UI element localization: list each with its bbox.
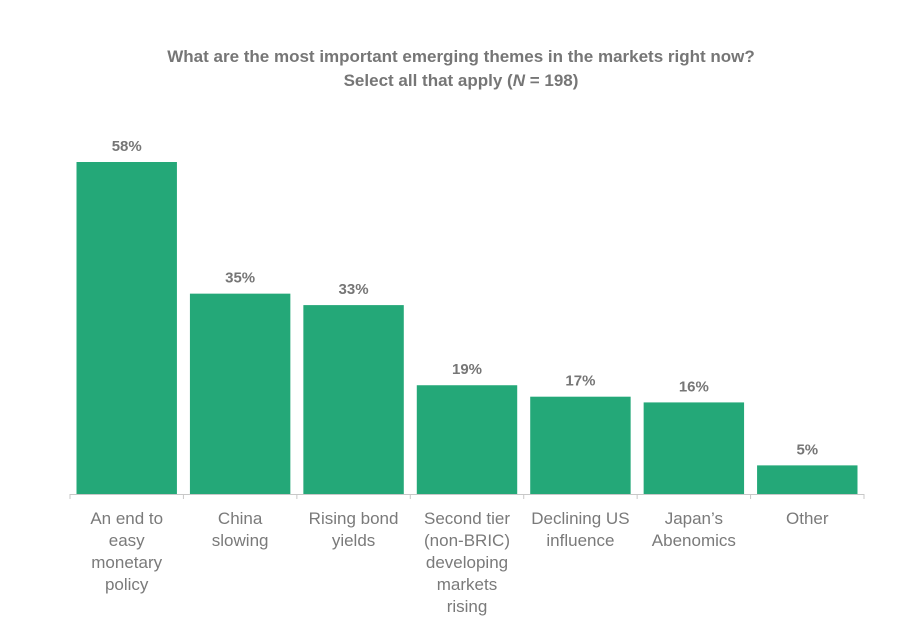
category-label-0: An end to easy monetary policy: [71, 508, 183, 596]
category-label-5: Japan’s Abenomics: [638, 508, 750, 552]
category-label-line: Japan’s: [664, 509, 723, 528]
category-label-line: policy: [104, 575, 149, 594]
category-label-line: Rising bond: [308, 509, 399, 528]
category-label-line: markets: [436, 575, 498, 594]
category-label-3: Second tier (non-BRIC) developing markets ri…: [411, 508, 523, 618]
bar-0: [76, 162, 177, 494]
category-label-line: Second tier: [424, 509, 510, 528]
value-label-0: 58%: [112, 138, 142, 155]
category-label-4: Declining US influence: [524, 508, 636, 552]
value-label-3: 19%: [452, 361, 482, 378]
category-label-line: Declining US: [531, 509, 630, 528]
bar-1: [189, 293, 291, 494]
value-label-4: 17%: [565, 373, 595, 390]
category-label-line: influence: [546, 531, 615, 550]
bar-6: [757, 465, 858, 494]
value-label-2: 33%: [339, 281, 369, 298]
category-label-line: monetary: [91, 553, 163, 572]
chart-title-line1: What are the most important emerging the…: [167, 47, 755, 66]
value-label-5: 16%: [679, 378, 709, 395]
bars-group: [76, 162, 858, 494]
category-label-line: slowing: [211, 531, 269, 550]
category-label-6: Other: [751, 508, 863, 530]
category-label-2: Rising bond yields: [298, 508, 410, 552]
category-label-line: Other: [786, 509, 829, 528]
bar-2: [303, 305, 404, 494]
value-label-6: 5%: [796, 441, 818, 458]
bar-3: [416, 385, 518, 494]
category-label-line: Abenomics: [651, 531, 736, 550]
subtitle-suffix: = 198): [524, 71, 579, 90]
category-label-line: (non-BRIC): [424, 531, 510, 550]
category-label-line: rising: [446, 597, 488, 616]
subtitle-n-symbol: N: [512, 71, 525, 90]
x-axis: [69, 494, 865, 499]
subtitle-prefix: Select all that apply (: [343, 71, 513, 90]
bar-5: [643, 402, 745, 494]
value-label-1: 35%: [225, 270, 255, 287]
category-label-line: An end to: [90, 509, 164, 528]
chart-title: What are the most important emerging the…: [0, 45, 922, 93]
category-label-1: China slowing: [184, 508, 296, 552]
value-labels-group: 58% 35% 33% 19% 17% 16% 5%: [112, 138, 818, 458]
category-label-line: China: [217, 509, 263, 528]
bar-4: [530, 396, 631, 494]
category-label-line: developing: [425, 553, 509, 572]
category-label-line: easy: [108, 531, 145, 550]
category-label-line: yields: [331, 531, 376, 550]
chart-subtitle: Select all that apply (N = 198): [0, 69, 922, 93]
